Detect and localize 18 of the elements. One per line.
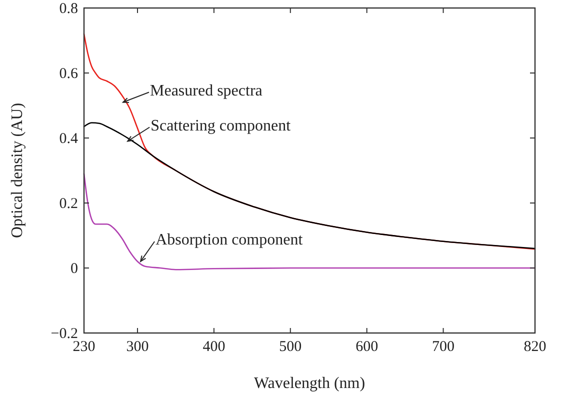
y-tick-label: 0.6 <box>59 66 78 82</box>
x-tick-label: 500 <box>279 339 302 355</box>
annotation: Measured spectra <box>150 82 262 100</box>
annotation: Scattering component <box>150 117 292 134</box>
x-tick-label: 400 <box>202 339 226 355</box>
y-tick-label: 0 <box>70 261 78 277</box>
y-tick-label: 0.8 <box>59 1 78 17</box>
y-tick-label: 0.4 <box>59 131 78 147</box>
annotation: Absorption component <box>156 232 304 248</box>
x-tick-label: 230 <box>72 339 96 355</box>
x-tick-label: 600 <box>356 339 378 355</box>
x-axis-title: Wavelength (nm) <box>254 375 366 392</box>
y-tick-label: 0.2 <box>59 196 78 212</box>
x-tick-label: 820 <box>524 339 546 355</box>
y-axis-title: Optical density (AU) <box>9 102 26 238</box>
y-tick-label: −0.2 <box>50 326 78 342</box>
x-tick-label: 700 <box>432 339 455 355</box>
x-tick-label: 300 <box>126 339 149 355</box>
